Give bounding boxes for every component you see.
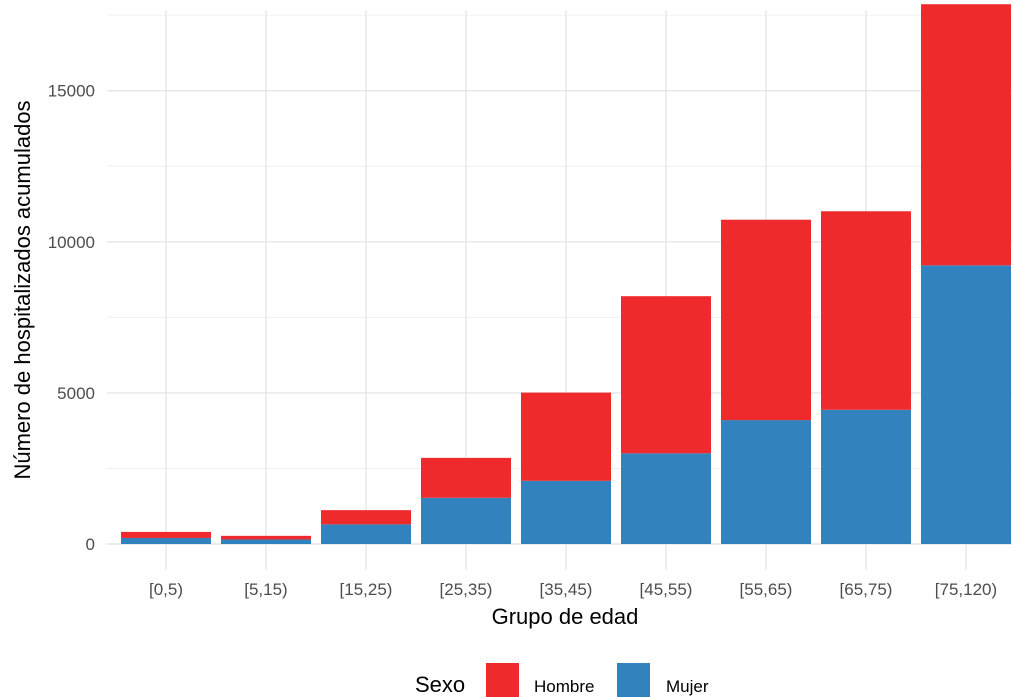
legend-title: Sexo (415, 672, 465, 697)
bar-hombre (221, 535, 311, 540)
bar-hombre (921, 4, 1011, 266)
bars (121, 4, 1011, 544)
legend-entries: Hombre Mujer (486, 663, 709, 697)
x-axis-title: Grupo de edad (492, 604, 639, 629)
legend-key-mujer (617, 663, 650, 697)
bar-hombre (821, 211, 911, 410)
bar-mujer (621, 453, 711, 544)
x-tick-label: [35,45) (540, 580, 593, 599)
y-axis-title: Número de hospitalizados acumulados (10, 100, 35, 479)
y-tick-label: 10000 (48, 233, 95, 252)
x-tick-label: [25,35) (440, 580, 493, 599)
bar-mujer (821, 409, 911, 544)
legend-key-hombre (486, 663, 519, 697)
x-tick-label: [55,65) (740, 580, 793, 599)
y-axis-ticks: 0 5000 10000 15000 (48, 82, 95, 554)
bar-hombre (721, 219, 811, 421)
x-tick-label: [65,75) (840, 580, 893, 599)
x-tick-label: [75,120) (935, 580, 997, 599)
x-tick-label: [0,5) (149, 580, 183, 599)
x-tick-label: [45,55) (640, 580, 693, 599)
x-tick-label: [5,15) (244, 580, 287, 599)
bar-mujer (321, 524, 411, 544)
legend-label-mujer: Mujer (666, 677, 709, 696)
x-axis-ticks: [0,5) [5,15) [15,25) [25,35) [35,45) [45,55) [… (149, 580, 997, 599)
bar-mujer (221, 539, 311, 544)
y-tick-label: 0 (86, 535, 95, 554)
bar-mujer (421, 497, 511, 544)
bar-hombre (421, 457, 511, 498)
y-tick-label: 5000 (57, 384, 95, 403)
legend: Sexo Hombre Mujer (415, 663, 709, 697)
bar-hombre (121, 531, 211, 538)
legend-label-hombre: Hombre (534, 677, 594, 696)
bar-hombre (521, 392, 611, 481)
bar-hombre (621, 296, 711, 454)
y-tick-label: 15000 (48, 82, 95, 101)
bar-mujer (921, 265, 1011, 544)
bar-mujer (721, 420, 811, 544)
bar-mujer (121, 537, 211, 544)
bar-mujer (521, 480, 611, 544)
bar-hombre (321, 510, 411, 525)
x-tick-label: [15,25) (340, 580, 393, 599)
